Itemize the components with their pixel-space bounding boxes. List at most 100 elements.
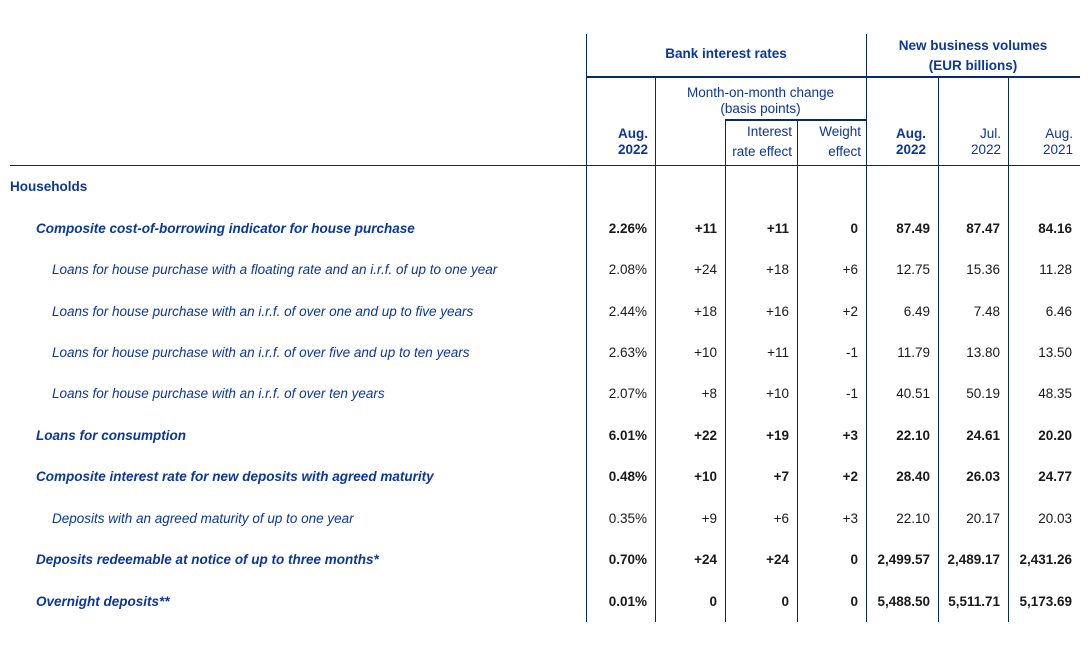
data-cell: +10: [694, 344, 717, 360]
table-row: Loans for house purchase with an i.r.f. …: [0, 332, 1080, 373]
table-rule-under-column-headers: [10, 164, 1080, 166]
data-cell: 12.75: [896, 262, 930, 278]
data-cell: 11.79: [897, 344, 930, 360]
data-cell: +18: [694, 303, 717, 319]
table-border-jul22-aug21: [1007, 76, 1009, 622]
data-cell: 5,173.69: [1019, 593, 1072, 609]
table-row: Composite interest rate for new deposits…: [0, 456, 1080, 497]
row-label: Deposits redeemable at notice of up to t…: [36, 552, 379, 568]
data-cell: +10: [766, 386, 789, 402]
table-row: Composite cost-of-borrowing indicator fo…: [0, 207, 1080, 248]
weight-effect-line1: Weight: [819, 124, 861, 139]
data-cell: 2,499.57: [877, 552, 930, 568]
table-border-rates-volumes: [865, 34, 867, 622]
data-cell: +24: [694, 262, 717, 278]
data-cell: 5,511.71: [948, 593, 1000, 609]
data-cell: 24.61: [966, 427, 1000, 443]
data-cell: 22.10: [896, 510, 930, 526]
month-on-month-change-header: Month-on-month change (basis points): [655, 85, 866, 117]
rate-aug-line1: Aug.: [618, 126, 648, 141]
data-cell: 87.47: [966, 220, 1000, 236]
data-cell: +10: [694, 469, 717, 485]
data-cell: +11: [694, 220, 717, 236]
data-cell: +24: [694, 552, 717, 568]
table-row: Households: [0, 166, 1080, 207]
data-cell: 11.28: [1039, 262, 1072, 278]
column-header-rate-aug-2022: Aug. 2022: [586, 126, 648, 158]
data-cell: 13.80: [966, 344, 1000, 360]
data-cell: 2.08%: [608, 262, 647, 278]
table-border-interest-weight: [796, 119, 798, 622]
data-cell: 6.01%: [608, 427, 647, 443]
row-label: Composite interest rate for new deposits…: [36, 469, 434, 485]
data-cell: +11: [767, 344, 789, 360]
table-rows: Households Composite cost-of-borrowing i…: [0, 166, 1080, 622]
row-label: Loans for house purchase with a floating…: [52, 262, 498, 278]
data-cell: -1: [845, 386, 858, 402]
data-cell: 6.46: [1045, 303, 1072, 319]
data-cell: 13.50: [1038, 344, 1072, 360]
data-cell: 87.49: [896, 220, 930, 236]
table-row: Loans for house purchase with an i.r.f. …: [0, 290, 1080, 331]
new-business-volumes-line1: New business volumes: [898, 38, 1048, 53]
data-cell: 40.51: [896, 386, 930, 402]
data-cell: 26.03: [966, 469, 1000, 485]
data-cell: +2: [842, 469, 858, 485]
data-cell: 50.19: [966, 386, 1000, 402]
data-cell: 84.16: [1038, 220, 1072, 236]
rate-aug-line2: 2022: [617, 142, 648, 157]
data-cell: 28.40: [896, 469, 930, 485]
vol-jul22-line2: 2022: [970, 142, 1001, 157]
table-border-rate-mom: [654, 76, 656, 622]
bank-interest-rates-header: Bank interest rates: [586, 46, 866, 62]
table-row: Loans for consumption 6.01% +22 +19 +3 2…: [0, 415, 1080, 456]
data-cell: +7: [773, 469, 789, 485]
data-cell: +19: [766, 427, 789, 443]
new-business-volumes-line2: (EUR billions): [928, 58, 1018, 73]
data-cell: 7.48: [973, 303, 1000, 319]
data-cell: 2,431.26: [1019, 552, 1072, 568]
column-header-interest-rate-effect: Interest rate effect: [725, 122, 792, 162]
data-cell: 0.35%: [608, 510, 647, 526]
data-cell: 0.01%: [608, 593, 647, 609]
data-cell: 2.07%: [608, 386, 647, 402]
data-cell: +9: [701, 510, 717, 526]
data-cell: 48.35: [1038, 386, 1072, 402]
data-cell: 5,488.50: [877, 593, 930, 609]
data-cell: +8: [701, 386, 717, 402]
data-cell: 20.03: [1038, 510, 1072, 526]
vol-aug21-line2: 2021: [1042, 142, 1073, 157]
data-cell: +6: [842, 262, 858, 278]
data-cell: +3: [842, 510, 858, 526]
data-cell: 0: [709, 593, 717, 609]
mom-change-line2: (basis points): [720, 101, 801, 116]
column-header-volume-jul-2022: Jul. 2022: [938, 126, 1001, 158]
data-cell: 2.63%: [608, 344, 647, 360]
table-row: Overnight deposits** 0.01% 0 0 0 5,488.5…: [0, 580, 1080, 621]
data-cell: 15.36: [966, 262, 1000, 278]
data-cell: 0: [850, 593, 858, 609]
table-border-aug22-jul22: [937, 76, 939, 622]
interest-effect-line2: rate effect: [732, 144, 792, 159]
table-rule-above-effect-headers: [725, 119, 866, 121]
data-cell: +6: [773, 510, 789, 526]
data-cell: +18: [766, 262, 789, 278]
data-cell: +24: [766, 552, 789, 568]
vol-aug22-line2: 2022: [895, 142, 926, 157]
column-header-volume-aug-2021: Aug. 2021: [1008, 126, 1073, 158]
data-cell: 0: [781, 593, 789, 609]
table-row: Loans for house purchase with a floating…: [0, 249, 1080, 290]
data-cell: 0.48%: [608, 469, 647, 485]
data-cell: 2.26%: [608, 220, 647, 236]
vol-aug22-line1: Aug.: [896, 126, 926, 141]
data-cell: +16: [766, 303, 789, 319]
data-cell: +22: [694, 427, 717, 443]
row-label: Households: [10, 179, 88, 195]
mom-change-line1: Month-on-month change: [686, 85, 835, 100]
row-label: Composite cost-of-borrowing indicator fo…: [36, 220, 415, 236]
data-cell: -1: [845, 344, 858, 360]
data-cell: 0.70%: [608, 552, 647, 568]
data-cell: 2.44%: [608, 303, 647, 319]
data-cell: 24.77: [1038, 469, 1072, 485]
